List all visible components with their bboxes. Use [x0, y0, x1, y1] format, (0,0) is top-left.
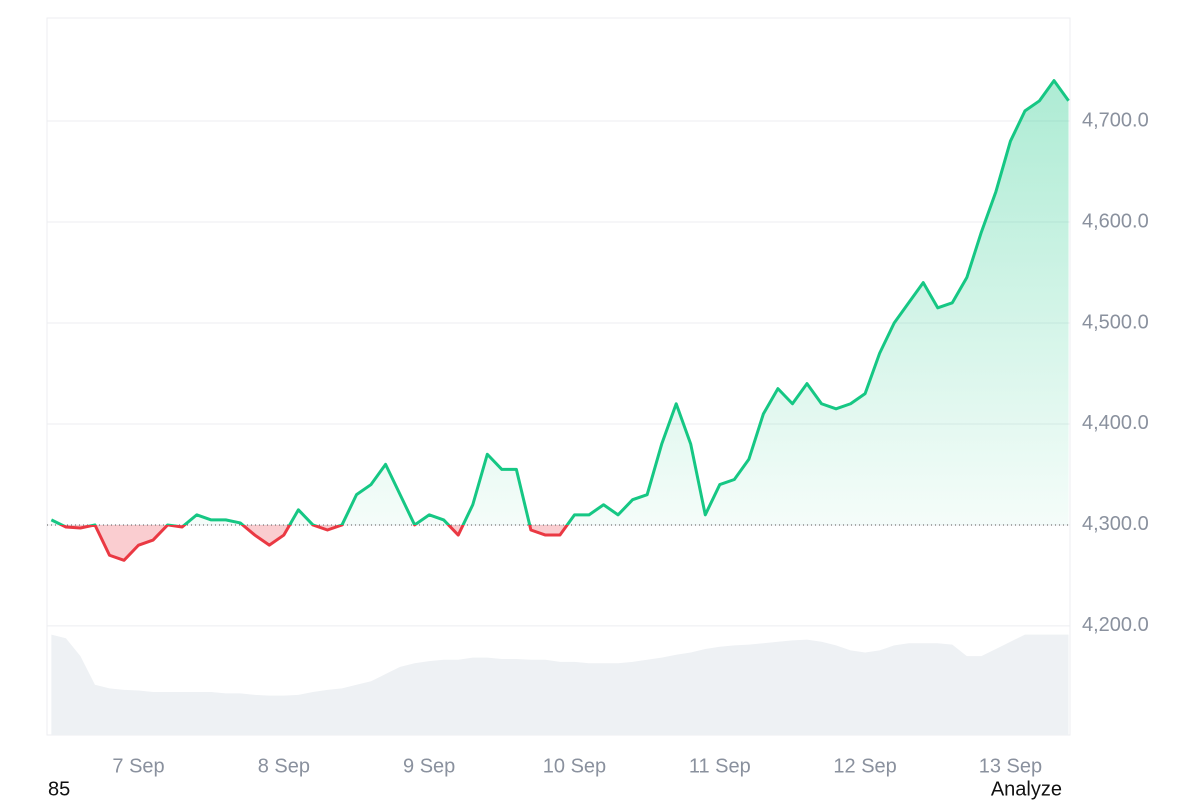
x-tick-label: 10 Sep	[543, 755, 606, 777]
y-tick-label: 4,700.0	[1082, 109, 1149, 131]
x-tick-label: 9 Sep	[403, 755, 455, 777]
analyze-button[interactable]: Analyze	[991, 778, 1062, 800]
y-tick-label: 4,500.0	[1082, 311, 1149, 333]
y-tick-label: 4,400.0	[1082, 412, 1149, 434]
x-tick-label: 13 Sep	[979, 755, 1042, 777]
y-tick-label: 4,200.0	[1082, 614, 1149, 636]
x-tick-label: 8 Sep	[258, 755, 310, 777]
y-tick-label: 4,600.0	[1082, 210, 1149, 232]
area-above	[51, 80, 1069, 525]
price-line-above	[50, 79, 1070, 525]
x-tick-label: 7 Sep	[112, 755, 164, 777]
x-tick-label: 12 Sep	[833, 755, 896, 777]
y-tick-label: 4,300.0	[1082, 513, 1149, 535]
price-line-below	[58, 524, 570, 562]
volume-area	[51, 634, 1069, 735]
footer-left: 85	[48, 778, 70, 800]
plot: 4,200.0 4,300.0 4,400.0 4,500.0 4,600.0 4,700…	[47, 79, 1149, 777]
x-tick-label: 11 Sep	[689, 755, 751, 777]
area-below	[61, 524, 568, 561]
